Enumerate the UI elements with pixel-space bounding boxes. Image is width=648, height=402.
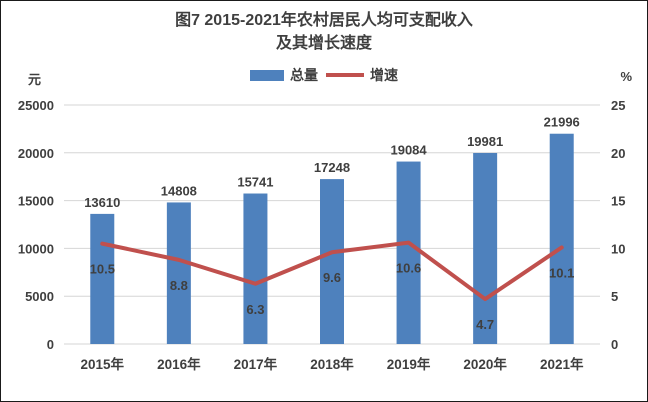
bar bbox=[166, 202, 191, 344]
bar-value-label: 21996 bbox=[544, 115, 580, 130]
bar-value-label: 19084 bbox=[390, 143, 427, 158]
left-axis-tick-label: 15000 bbox=[18, 194, 54, 209]
chart-title: 图7 2015-2021年农村居民人均可支配收入 及其增长速度 bbox=[1, 9, 647, 55]
chart-title-line2: 及其增长速度 bbox=[275, 35, 372, 52]
chart-title-line1: 图7 2015-2021年农村居民人均可支配收入 bbox=[175, 12, 473, 29]
x-axis-label: 2015年 bbox=[81, 356, 125, 372]
x-axis-label: 2020年 bbox=[463, 356, 507, 372]
left-axis-tick-label: 20000 bbox=[18, 146, 54, 161]
bar bbox=[320, 179, 344, 344]
growth-value-label: 10.6 bbox=[396, 261, 421, 276]
growth-value-label: 4.7 bbox=[476, 317, 494, 332]
right-axis-tick-label: 15 bbox=[611, 194, 625, 209]
right-axis-unit-label: % bbox=[620, 69, 632, 84]
x-axis-label: 2019年 bbox=[387, 356, 431, 372]
right-axis-tick-label: 20 bbox=[611, 146, 625, 161]
bar-value-label: 13610 bbox=[84, 195, 120, 210]
chart-legend: 总量 增速 bbox=[1, 65, 647, 85]
bar bbox=[90, 213, 115, 344]
bar bbox=[549, 133, 574, 344]
growth-value-label: 6.3 bbox=[246, 302, 264, 317]
right-axis-tick-label: 25 bbox=[611, 98, 625, 113]
bar-value-label: 19981 bbox=[467, 134, 503, 149]
growth-value-label: 10.5 bbox=[90, 262, 115, 277]
left-axis-tick-label: 25000 bbox=[18, 98, 54, 113]
right-axis-tick-label: 10 bbox=[611, 241, 625, 256]
right-axis-tick-label: 5 bbox=[611, 289, 618, 304]
bar bbox=[243, 193, 268, 344]
growth-value-label: 9.6 bbox=[323, 270, 341, 285]
bar-value-label: 15741 bbox=[237, 175, 273, 190]
left-axis-unit-label: 元 bbox=[28, 72, 42, 87]
bar bbox=[473, 152, 498, 344]
legend-line-swatch bbox=[326, 73, 364, 77]
bar bbox=[396, 161, 421, 344]
legend-label-total: 总量 bbox=[290, 67, 318, 83]
x-axis-label: 2018年 bbox=[310, 356, 354, 372]
right-axis-tick-label: 0 bbox=[611, 337, 618, 352]
growth-value-label: 8.8 bbox=[170, 278, 188, 293]
bar-value-label: 17248 bbox=[314, 160, 350, 175]
left-axis-tick-label: 5000 bbox=[25, 289, 54, 304]
growth-line bbox=[100, 240, 564, 302]
x-axis-label: 2017年 bbox=[234, 356, 278, 372]
x-axis-label: 2021年 bbox=[540, 356, 584, 372]
bar-value-label: 14808 bbox=[161, 183, 197, 198]
x-axis-label: 2016年 bbox=[157, 356, 201, 372]
legend-label-growth: 增速 bbox=[370, 67, 398, 83]
left-axis-tick-label: 10000 bbox=[18, 241, 54, 256]
growth-value-label: 10.1 bbox=[549, 265, 574, 280]
left-axis-tick-label: 0 bbox=[47, 337, 54, 352]
legend-bar-swatch bbox=[250, 69, 284, 81]
